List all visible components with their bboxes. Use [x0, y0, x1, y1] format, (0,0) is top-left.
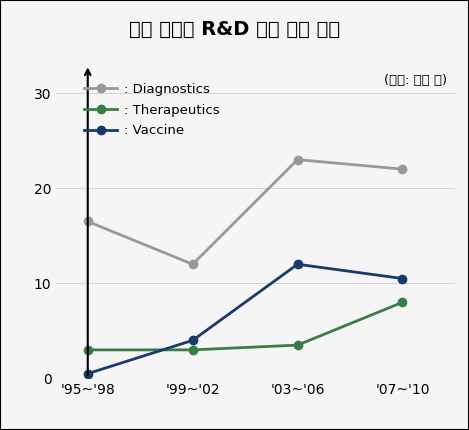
Text: (단위: 논문 수): (단위: 논문 수): [384, 74, 447, 87]
Text: 주요 분야의 R&D 연구 활동 동향: 주요 분야의 R&D 연구 활동 동향: [129, 19, 340, 39]
Legend: : Diagnostics, : Therapeutics, : Vaccine: : Diagnostics, : Therapeutics, : Vaccine: [79, 77, 225, 143]
